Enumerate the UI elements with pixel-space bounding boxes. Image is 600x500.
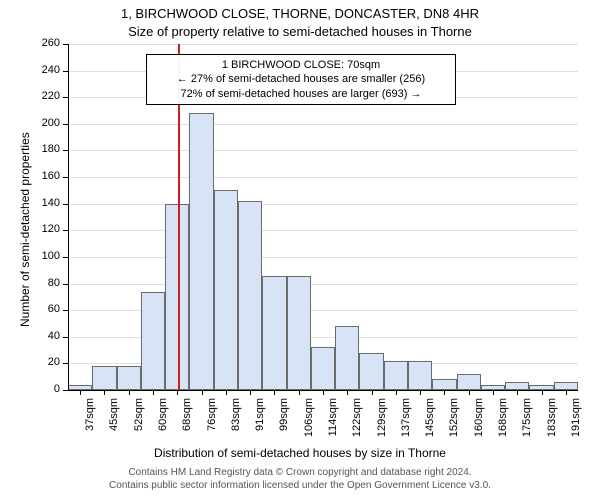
x-tick-label: 183sqm: [546, 398, 558, 448]
x-tick-label: 168sqm: [497, 398, 509, 448]
annotation-box: 1 BIRCHWOOD CLOSE: 70sqm← 27% of semi-de…: [146, 54, 456, 105]
x-tick-label: 114sqm: [327, 398, 339, 448]
x-tick-label: 45sqm: [108, 398, 120, 448]
footer-text: Contains HM Land Registry data © Crown c…: [0, 466, 600, 492]
x-tick-label: 76sqm: [206, 398, 218, 448]
y-tick-label: 100: [30, 250, 60, 262]
histogram-bar: [554, 382, 578, 390]
y-tick-label: 80: [30, 277, 60, 289]
x-tick-label: 160sqm: [473, 398, 485, 448]
gridline: [68, 177, 578, 178]
x-tick-label: 137sqm: [400, 398, 412, 448]
y-tick-label: 120: [30, 223, 60, 235]
x-tick-label: 99sqm: [278, 398, 290, 448]
x-tick-label: 37sqm: [84, 398, 96, 448]
histogram-bar: [262, 276, 286, 390]
footer-line1: Contains HM Land Registry data © Crown c…: [128, 467, 471, 478]
annotation-line: 1 BIRCHWOOD CLOSE: 70sqm: [153, 58, 449, 72]
histogram-bar: [432, 379, 456, 390]
y-tick-label: 200: [30, 117, 60, 129]
histogram-bar: [287, 276, 311, 390]
histogram-bar: [408, 361, 432, 390]
gridline: [68, 284, 578, 285]
x-tick-label: 122sqm: [351, 398, 363, 448]
y-tick-label: 20: [30, 356, 60, 368]
annotation-line: 72% of semi-detached houses are larger (…: [153, 87, 449, 101]
x-axis-line: [68, 390, 578, 391]
y-axis-line: [68, 44, 69, 390]
x-tick-label: 68sqm: [181, 398, 193, 448]
y-tick-label: 240: [30, 64, 60, 76]
x-tick-label: 191sqm: [570, 398, 582, 448]
gridline: [68, 230, 578, 231]
gridline: [68, 257, 578, 258]
y-tick-label: 0: [30, 383, 60, 395]
x-axis-label: Distribution of semi-detached houses by …: [0, 446, 600, 460]
histogram-bar: [505, 382, 529, 390]
histogram-bar: [92, 366, 116, 390]
x-tick-label: 129sqm: [376, 398, 388, 448]
y-tick-label: 260: [30, 37, 60, 49]
x-tick-label: 145sqm: [424, 398, 436, 448]
y-tick-label: 220: [30, 90, 60, 102]
x-tick-label: 91sqm: [254, 398, 266, 448]
y-tick-label: 60: [30, 303, 60, 315]
x-tick-label: 83sqm: [230, 398, 242, 448]
histogram-bar: [335, 326, 359, 390]
footer-line2: Contains public sector information licen…: [109, 480, 491, 491]
x-tick-label: 52sqm: [133, 398, 145, 448]
annotation-line: ← 27% of semi-detached houses are smalle…: [153, 72, 449, 86]
histogram-bar: [117, 366, 141, 390]
gridline: [68, 150, 578, 151]
histogram-bar: [359, 353, 383, 390]
histogram-bar: [384, 361, 408, 390]
x-tick-label: 60sqm: [157, 398, 169, 448]
histogram-bar: [311, 347, 335, 390]
x-tick-label: 106sqm: [303, 398, 315, 448]
histogram-bar: [141, 292, 165, 390]
gridline: [68, 44, 578, 45]
y-tick-label: 160: [30, 170, 60, 182]
histogram-bar: [214, 190, 238, 390]
histogram-bar: [189, 113, 213, 390]
chart-container: 1, BIRCHWOOD CLOSE, THORNE, DONCASTER, D…: [0, 0, 600, 500]
y-tick-label: 40: [30, 330, 60, 342]
chart-title-line2: Size of property relative to semi-detach…: [0, 24, 600, 39]
gridline: [68, 124, 578, 125]
histogram-bar: [238, 201, 262, 390]
y-tick-label: 140: [30, 197, 60, 209]
x-tick-label: 152sqm: [448, 398, 460, 448]
x-tick-label: 175sqm: [521, 398, 533, 448]
chart-title-line1: 1, BIRCHWOOD CLOSE, THORNE, DONCASTER, D…: [0, 6, 600, 21]
histogram-bar: [457, 374, 481, 390]
gridline: [68, 204, 578, 205]
y-tick-label: 180: [30, 143, 60, 155]
